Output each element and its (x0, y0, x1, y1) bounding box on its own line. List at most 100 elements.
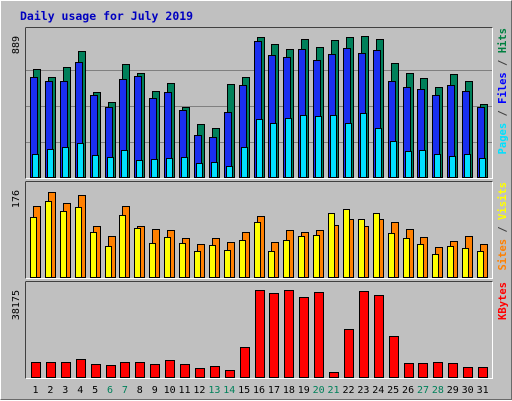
x-tick-label: 1 (32, 385, 38, 396)
kbytes-bar-21 (329, 372, 339, 378)
visits-bar-8 (134, 228, 141, 278)
panel-max-label: 889 (11, 36, 22, 54)
x-tick-label: 28 (432, 385, 444, 396)
visits-bar-7 (119, 215, 126, 278)
visits-bar-13 (209, 245, 216, 278)
kbytes-bar-1 (31, 362, 41, 378)
visits-bar-28 (432, 254, 439, 278)
kbytes-bar-18 (284, 290, 294, 378)
kbytes-bar-14 (225, 370, 235, 378)
pages-bar-2 (47, 149, 54, 178)
x-tick-label: 5 (92, 385, 98, 396)
pages-bar-23 (360, 113, 367, 178)
pages-bar-19 (300, 115, 307, 178)
visits-bar-29 (447, 246, 454, 278)
x-tick-label: 24 (372, 385, 384, 396)
x-tick-label: 31 (477, 385, 489, 396)
kbytes-bar-4 (76, 359, 86, 378)
pages-bar-4 (77, 143, 84, 178)
x-tick-label: 30 (462, 385, 474, 396)
kbytes-bar-10 (165, 360, 175, 378)
pages-bar-11 (181, 157, 188, 178)
chart-title: Daily usage for July 2019 (20, 9, 193, 23)
visits-bar-16 (254, 222, 261, 278)
visits-bar-15 (239, 240, 246, 278)
x-tick-label: 9 (152, 385, 158, 396)
visits-bar-2 (45, 201, 52, 278)
x-tick-label: 8 (137, 385, 143, 396)
visits-bar-9 (149, 243, 156, 278)
visits-bar-19 (298, 236, 305, 278)
kbytes-bar-11 (180, 364, 190, 378)
kbytes-bar-23 (359, 291, 369, 378)
x-tick-label: 18 (283, 385, 295, 396)
kbytes-bar-9 (150, 364, 160, 378)
visits-bar-1 (30, 217, 37, 278)
kbytes-bar-5 (91, 364, 101, 378)
x-tick-label: 26 (402, 385, 414, 396)
kbytes-bar-22 (344, 329, 354, 378)
pages-bar-10 (166, 158, 173, 178)
visits-bar-26 (403, 238, 410, 278)
x-tick-label: 15 (238, 385, 250, 396)
x-tick-label: 20 (313, 385, 325, 396)
kbytes-bar-7 (120, 362, 130, 378)
panel-max-label: 38175 (11, 290, 22, 320)
x-tick-label: 21 (328, 385, 340, 396)
kbytes-bar-3 (61, 362, 71, 378)
panel-legend: KBytes (497, 282, 509, 320)
pages-bar-25 (390, 141, 397, 178)
pages-bar-15 (241, 147, 248, 178)
kbytes-bar-30 (463, 367, 473, 378)
kbytes-bar-27 (418, 363, 428, 378)
legend-label: KBytes (497, 282, 509, 320)
pages-bar-30 (464, 154, 471, 178)
visits-bar-4 (75, 207, 82, 278)
pages-bar-5 (92, 155, 99, 178)
visits-bar-12 (194, 251, 201, 278)
legend-label: / (497, 53, 509, 72)
pages-bar-12 (196, 163, 203, 178)
kbytes-bar-13 (210, 366, 220, 378)
x-tick-label: 19 (298, 385, 310, 396)
legend-label: Visits (497, 182, 509, 220)
pages-bar-1 (32, 154, 39, 178)
pages-bar-29 (449, 156, 456, 178)
x-tick-label: 12 (193, 385, 205, 396)
kbytes-bar-2 (46, 362, 56, 378)
x-tick-label: 22 (342, 385, 354, 396)
pages-bar-9 (151, 159, 158, 178)
visits-bar-20 (313, 235, 320, 278)
x-tick-label: 6 (107, 385, 113, 396)
x-tick-label: 25 (387, 385, 399, 396)
visits-bar-27 (417, 244, 424, 278)
kbytes-bar-8 (135, 362, 145, 378)
visits-bar-5 (90, 232, 97, 278)
visits-bar-23 (358, 219, 365, 278)
legend-label: Hits (497, 28, 509, 53)
legend-label: / (497, 104, 509, 123)
visits-bar-17 (268, 251, 275, 278)
x-tick-label: 3 (62, 385, 68, 396)
legend-label: Pages (497, 123, 509, 155)
kbytes-bar-6 (106, 365, 116, 378)
x-tick-label: 29 (447, 385, 459, 396)
legend-label: / (497, 220, 509, 239)
pages-bar-6 (107, 157, 114, 178)
x-tick-label: 10 (164, 385, 176, 396)
pages-bar-24 (375, 128, 382, 178)
pages-bar-26 (405, 151, 412, 178)
legend-label: Files (497, 72, 509, 104)
x-tick-label: 16 (253, 385, 265, 396)
visits-bar-25 (388, 233, 395, 278)
pages-bar-17 (270, 123, 277, 178)
pages-bar-28 (434, 154, 441, 178)
panel-max-label: 176 (11, 190, 22, 208)
visits-bar-10 (164, 237, 171, 278)
pages-bar-3 (62, 147, 69, 178)
pages-bar-14 (226, 166, 233, 178)
x-tick-label: 7 (122, 385, 128, 396)
x-tick-label: 23 (357, 385, 369, 396)
